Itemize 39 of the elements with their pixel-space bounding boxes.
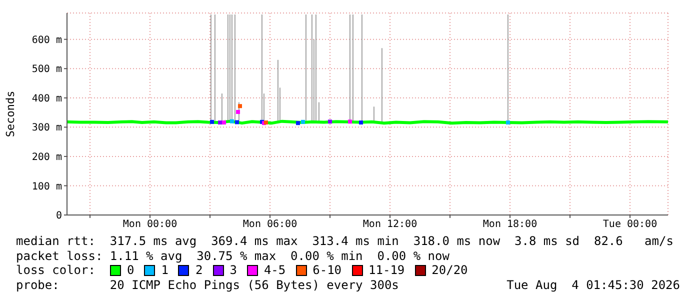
legend-label: 4-5 bbox=[264, 263, 286, 278]
point bbox=[506, 120, 510, 124]
y-tick-label: 400 m bbox=[32, 93, 62, 104]
legend-label: 1 bbox=[161, 263, 168, 278]
y-tick-label: 200 m bbox=[32, 152, 62, 163]
point bbox=[235, 120, 239, 124]
text: probe: 20 ICMP Echo Pings (56 Bytes) every 300s bbox=[16, 278, 399, 292]
point bbox=[348, 120, 352, 124]
x-tick-label: Mon 12:00 bbox=[362, 219, 418, 230]
legend-label: 11-19 bbox=[368, 263, 405, 278]
y-tick-label: 100 m bbox=[32, 181, 62, 192]
point bbox=[218, 120, 222, 124]
x-tick-label: Mon 18:00 bbox=[482, 219, 538, 230]
y-axis-title: Seconds bbox=[4, 90, 17, 138]
x-tick-label: Tue 00:00 bbox=[602, 219, 658, 230]
legend-label: 20/20 bbox=[432, 263, 468, 278]
text: Tue Aug 4 01:45:30 2026 bbox=[506, 278, 680, 292]
point bbox=[301, 120, 305, 124]
point bbox=[236, 110, 240, 114]
y-tick-label: 300 m bbox=[32, 122, 62, 134]
text: packet loss: 1.11 % avg 30.75 % max 0.00 % min 0.00 % now bbox=[16, 248, 450, 263]
legend-label: 3 bbox=[230, 263, 237, 278]
y-tick-label: 0 bbox=[56, 210, 62, 222]
legend-label: 0 bbox=[127, 263, 134, 278]
x-tick-label: Mon 06:00 bbox=[242, 219, 298, 230]
y-tick-label: 600 m bbox=[32, 34, 62, 46]
point bbox=[230, 119, 234, 124]
point bbox=[210, 120, 214, 124]
legend-label: 6-10 bbox=[312, 263, 342, 278]
x-tick-label: Mon 00:00 bbox=[122, 219, 178, 230]
point bbox=[359, 120, 363, 124]
point bbox=[296, 121, 300, 126]
point bbox=[238, 104, 242, 108]
legend-label: 2 bbox=[195, 263, 203, 278]
legend-title: loss color: bbox=[16, 263, 96, 278]
point bbox=[222, 120, 226, 124]
point bbox=[328, 120, 332, 124]
y-tick-label: 500 m bbox=[32, 64, 62, 76]
text: median rtt: 317.5 ms avg 369.4 ms max 313.4 ms min 318.0 ms now 3.8 ms sd 82.6 am/s bbox=[16, 234, 674, 248]
